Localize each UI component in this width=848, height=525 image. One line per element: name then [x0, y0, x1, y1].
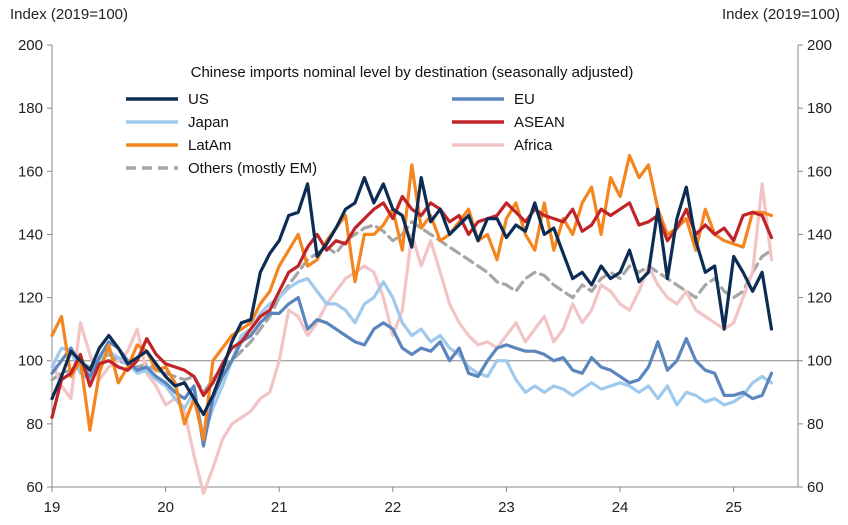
legend-label: LatAm: [188, 137, 231, 154]
axes: 60 60 80 80 100 100 120 120 140 140 160 160 180 180 20…: [18, 37, 832, 516]
y-tick-label-right: 80: [807, 416, 824, 433]
y-tick-label-right: 60: [807, 479, 824, 496]
series-line-latam: [50, 153, 774, 442]
series-line-eu: [50, 296, 774, 448]
legend-label: Africa: [514, 137, 553, 154]
y-tick-label-left: 200: [18, 37, 43, 54]
series-line-japan: [50, 277, 774, 439]
y-axis-unit-right: Index (2019=100): [721, 6, 840, 23]
legend-label: Others (mostly EM): [188, 160, 317, 177]
y-tick-label-right: 140: [807, 226, 832, 243]
legend-label: ASEAN: [514, 114, 565, 131]
y-axis-unit-left: Index (2019=100): [10, 6, 129, 23]
y-tick-label-right: 160: [807, 163, 832, 180]
x-tick-label: 21: [271, 499, 288, 516]
x-tick-label: 20: [157, 499, 174, 516]
x-tick-label: 19: [44, 499, 61, 516]
legend: Chinese imports nominal level by destina…: [126, 64, 633, 177]
legend-label: Japan: [188, 114, 229, 131]
y-tick-label-right: 200: [807, 37, 832, 54]
legend-label: US: [188, 91, 209, 108]
y-tick-label-left: 100: [18, 353, 43, 370]
series-line-asean: [50, 194, 774, 420]
series-layer: [50, 153, 774, 495]
y-tick-label-right: 180: [807, 100, 832, 117]
y-tick-label-right: 100: [807, 353, 832, 370]
y-tick-label-left: 180: [18, 100, 43, 117]
legend-label: EU: [514, 91, 535, 108]
series-line-us: [50, 176, 774, 416]
legend-title: Chinese imports nominal level by destina…: [191, 64, 634, 81]
x-tick-label: 24: [612, 499, 629, 516]
x-tick-label: 22: [384, 499, 401, 516]
x-tick-label: 23: [498, 499, 515, 516]
y-tick-label-right: 120: [807, 290, 832, 307]
y-tick-label-left: 160: [18, 163, 43, 180]
y-tick-label-left: 60: [26, 479, 43, 496]
y-tick-label-left: 80: [26, 416, 43, 433]
series-line-africa: [50, 182, 774, 495]
y-tick-label-left: 140: [18, 226, 43, 243]
y-tick-label-left: 120: [18, 290, 43, 307]
x-tick-label: 25: [725, 499, 742, 516]
